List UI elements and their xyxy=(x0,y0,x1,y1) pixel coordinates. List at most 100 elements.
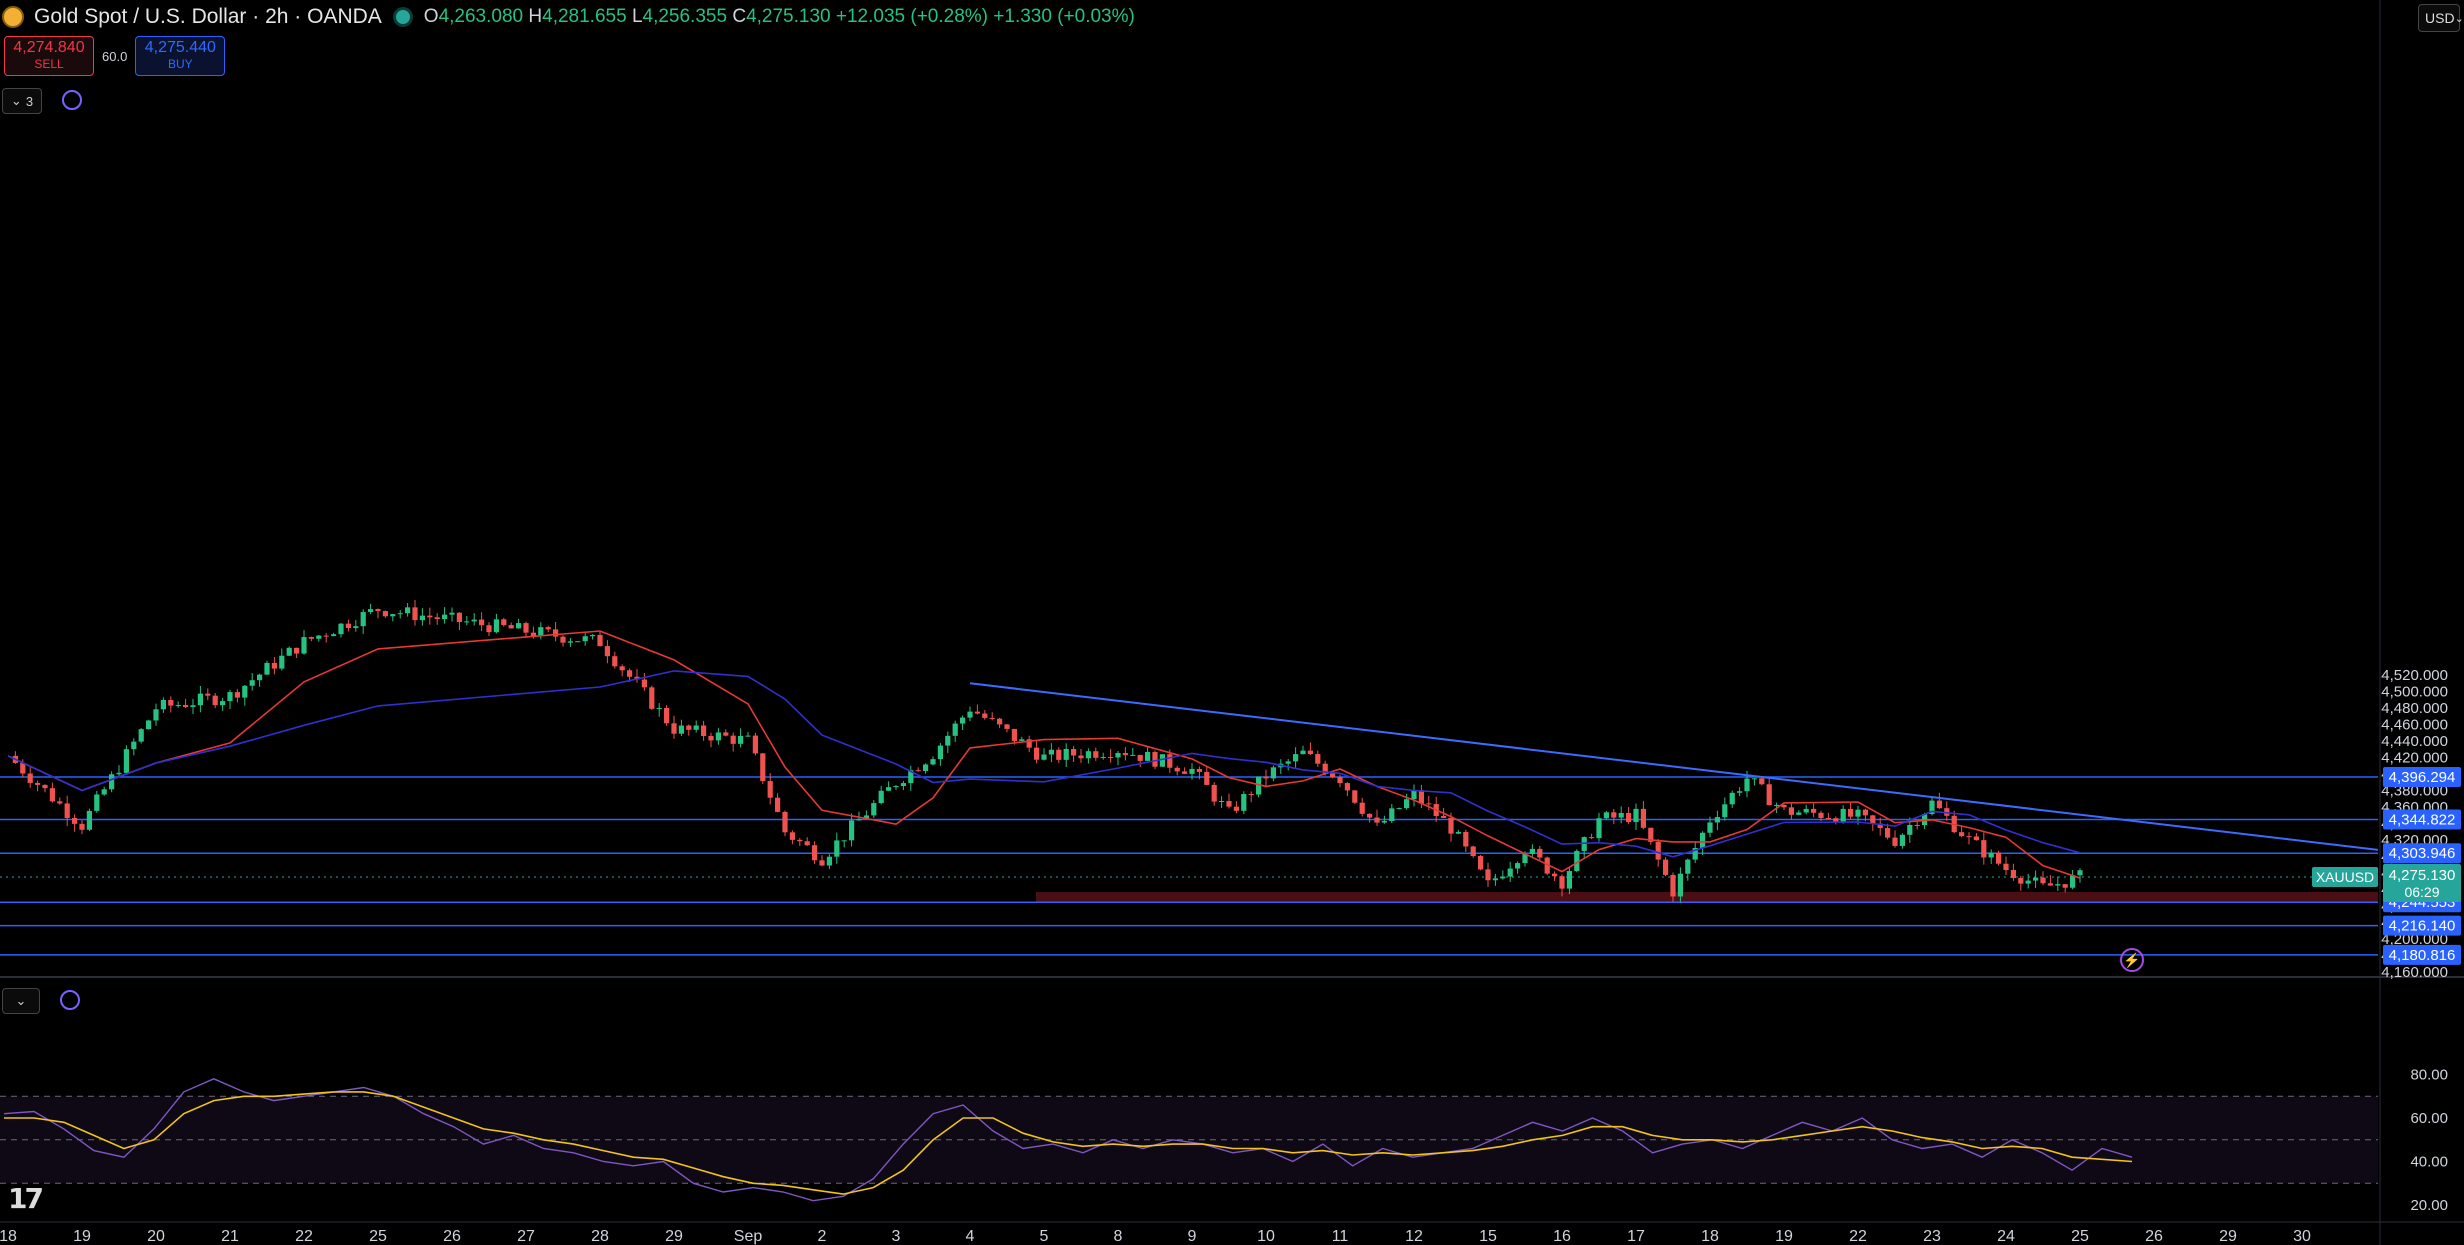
time-tick-label-7: 27 xyxy=(517,1228,535,1245)
candle-body xyxy=(974,711,980,714)
support-zone xyxy=(1036,891,2378,903)
candle-body xyxy=(516,623,522,629)
candle-body xyxy=(1248,794,1254,796)
symbol-title[interactable]: Gold Spot / U.S. Dollar · 2h · OANDA xyxy=(34,5,382,28)
time-tick-label-20: 15 xyxy=(1479,1228,1497,1245)
moving-average-slow xyxy=(7,670,2081,858)
candle-body xyxy=(1159,754,1165,767)
candle-body xyxy=(723,732,729,736)
candle-body xyxy=(123,749,129,773)
sync-icon[interactable] xyxy=(62,90,82,110)
time-tick-label-26: 23 xyxy=(1923,1228,1941,1245)
candle-body xyxy=(1907,824,1913,835)
candle-body xyxy=(686,725,692,730)
rsi-collapse-button[interactable]: ⌄ xyxy=(2,988,40,1014)
candle-body xyxy=(738,735,744,744)
candle-body xyxy=(812,845,818,861)
candle-body xyxy=(967,711,973,718)
candle-body xyxy=(604,646,610,657)
rsi-tick-label-3: 20.00 xyxy=(2410,1197,2448,1214)
candle-body xyxy=(1633,808,1639,823)
lightning-icon[interactable]: ⚡ xyxy=(2120,948,2144,972)
candle-body xyxy=(1204,771,1210,785)
candle-body xyxy=(1241,794,1247,811)
candle-body xyxy=(752,735,758,754)
candle-body xyxy=(42,784,48,789)
price-change: +12.035 (+0.28%) xyxy=(835,6,988,27)
candle-body xyxy=(1330,773,1336,777)
candle-body xyxy=(508,625,514,629)
candle-body xyxy=(464,621,470,623)
candle-body xyxy=(345,623,351,629)
candle-body xyxy=(234,692,240,698)
price-tick-label-18: 4,160.000 xyxy=(2381,964,2448,981)
indicators-toggle-button[interactable]: ⌄ 3 xyxy=(2,88,42,114)
candle-body xyxy=(627,670,633,677)
candle-body xyxy=(493,619,499,633)
spread-value: 60.0 xyxy=(102,48,128,64)
candle-body xyxy=(1137,754,1143,761)
candle-body xyxy=(1966,836,1972,838)
time-tick-label-16: 9 xyxy=(1188,1228,1197,1245)
candle-body xyxy=(1677,873,1683,897)
trade-panel: 4,274.840 SELL 60.0 4,275.440 BUY xyxy=(4,36,226,76)
time-tick-label-17: 10 xyxy=(1257,1228,1275,1245)
candle-body xyxy=(1100,756,1106,758)
candle-body xyxy=(1396,808,1402,810)
candle-body xyxy=(1796,812,1802,815)
buy-button[interactable]: 4,275.440 BUY xyxy=(135,36,226,76)
level-tag-label-4: 4,216.140 xyxy=(2389,918,2456,935)
candle-body xyxy=(331,634,337,637)
candle-body xyxy=(1411,790,1417,800)
candle-body xyxy=(368,609,374,613)
candle-body xyxy=(405,607,411,614)
currency-select[interactable]: USD ⌄ xyxy=(2418,4,2464,32)
candle-body xyxy=(2077,870,2083,876)
rsi-sync-icon[interactable] xyxy=(60,990,80,1010)
candle-body xyxy=(915,770,921,772)
candle-body xyxy=(264,662,270,675)
candle-body xyxy=(175,705,181,707)
candle-body xyxy=(1011,728,1017,741)
sell-button[interactable]: 4,274.840 SELL xyxy=(4,36,94,76)
candle-body xyxy=(1885,828,1891,838)
tradingview-logo-icon[interactable]: 17 xyxy=(8,1182,44,1215)
candle-body xyxy=(160,700,166,710)
candle-body xyxy=(1855,809,1861,817)
candle-body xyxy=(900,783,906,787)
candle-body xyxy=(1463,831,1469,847)
candle-body xyxy=(1825,817,1831,819)
candle-body xyxy=(671,723,677,734)
candle-body xyxy=(1988,852,1994,858)
candle-body xyxy=(242,685,248,698)
candle-body xyxy=(775,797,781,812)
candle-body xyxy=(434,617,440,620)
candle-body xyxy=(138,729,144,742)
candle-body xyxy=(1840,808,1846,823)
candle-body xyxy=(2010,869,2016,879)
sell-label: SELL xyxy=(34,57,64,71)
chart-header: Gold Spot / U.S. Dollar · 2h · OANDA O4,… xyxy=(0,0,1135,34)
candle-body xyxy=(1352,790,1358,803)
candle-body xyxy=(212,695,218,706)
candle-body xyxy=(1685,859,1691,874)
candle-body xyxy=(35,782,41,785)
candle-body xyxy=(501,619,507,626)
level-tag-5 xyxy=(2383,944,2461,965)
time-tick-label-25: 22 xyxy=(1849,1228,1867,1245)
candle-body xyxy=(1589,837,1595,839)
candle-body xyxy=(1744,778,1750,792)
candle-body xyxy=(1285,761,1291,764)
candle-body xyxy=(989,717,995,719)
candle-body xyxy=(427,615,433,618)
candle-body xyxy=(390,614,396,617)
time-tick-label-11: 2 xyxy=(818,1228,827,1245)
candle-body xyxy=(908,770,914,784)
candle-body xyxy=(789,832,795,840)
candle-body xyxy=(1226,801,1232,807)
candle-body xyxy=(2025,880,2031,884)
candle-body xyxy=(1959,832,1965,837)
candle-body xyxy=(523,623,529,633)
